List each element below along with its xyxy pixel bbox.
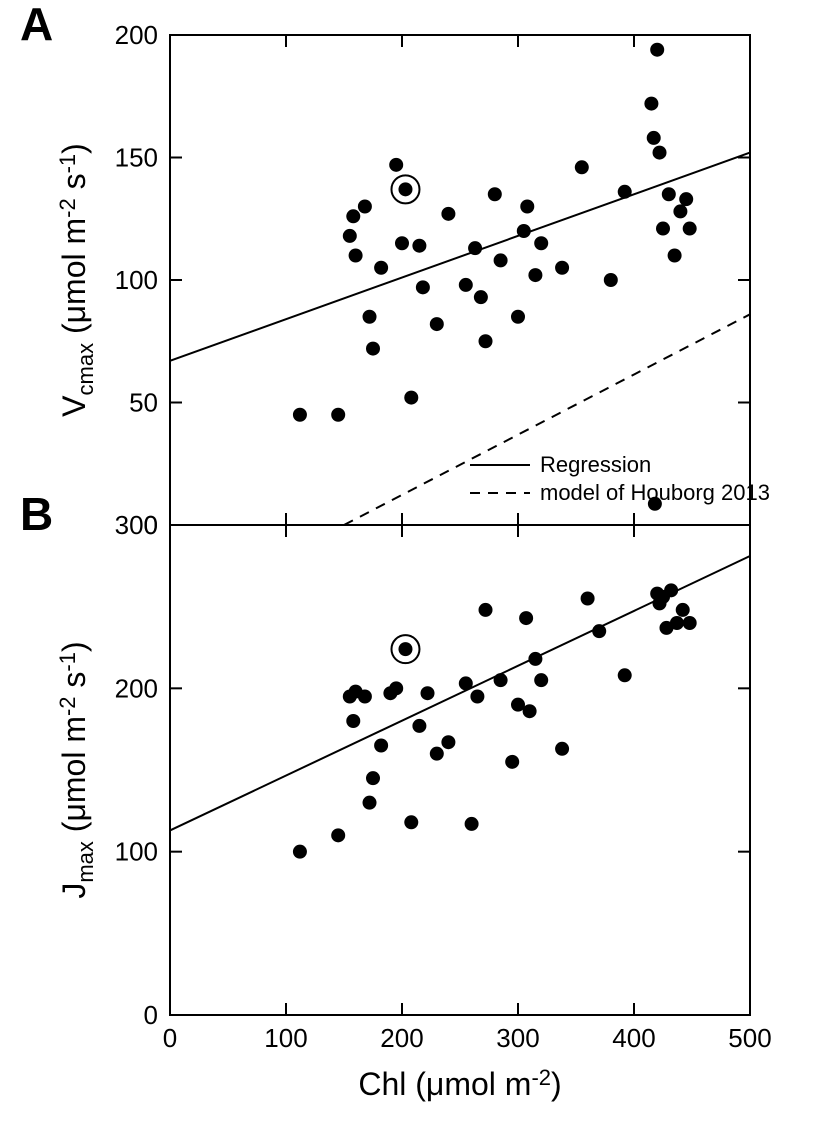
data-point [343,229,357,243]
data-point [331,408,345,422]
data-point [528,652,542,666]
data-point [676,603,690,617]
data-point [494,253,508,267]
data-point [644,97,658,111]
data-point [647,131,661,145]
xtick-label: 0 [163,1023,177,1053]
data-point [349,249,363,263]
data-point [470,690,484,704]
data-point [618,668,632,682]
data-point [293,845,307,859]
data-point [656,222,670,236]
panel-label: A [20,0,53,50]
data-point [648,497,662,511]
xtick-label: 100 [264,1023,307,1053]
data-point [650,43,664,57]
xtick-label: 400 [612,1023,655,1053]
data-point [581,592,595,606]
data-point [664,583,678,597]
data-point [534,673,548,687]
data-point [374,739,388,753]
data-point [363,310,377,324]
y-axis-label: Jmax (μmol m-2 s-1) [55,641,98,898]
ytick-label: 0 [144,1000,158,1030]
data-point [395,236,409,250]
data-point [412,719,426,733]
data-point [465,817,479,831]
data-point [468,241,482,255]
data-point [346,209,360,223]
data-point [604,273,618,287]
data-point [430,317,444,331]
data-point [662,187,676,201]
data-point [520,200,534,214]
data-point [416,280,430,294]
ytick-label: 100 [115,837,158,867]
xtick-label: 500 [728,1023,771,1053]
data-point [511,310,525,324]
data-point [366,771,380,785]
data-point [575,160,589,174]
data-point [668,249,682,263]
data-point [555,742,569,756]
data-point [404,815,418,829]
data-point [398,182,412,196]
data-point [670,616,684,630]
data-point [374,261,388,275]
data-point [366,342,380,356]
data-point [494,673,508,687]
legend-label: Regression [540,452,651,477]
data-point [459,676,473,690]
ytick-label: 300 [115,510,158,540]
data-point [555,261,569,275]
data-point [421,686,435,700]
ytick-label: 200 [115,673,158,703]
data-point [528,268,542,282]
data-point [389,681,403,695]
data-point [358,690,372,704]
ytick-label: 100 [115,265,158,295]
data-point [398,642,412,656]
data-point [517,224,531,238]
data-point [346,714,360,728]
data-point [389,158,403,172]
regression-line [170,153,750,361]
data-point [441,207,455,221]
data-point [363,796,377,810]
data-point [412,239,426,253]
data-point [618,185,632,199]
xtick-label: 300 [496,1023,539,1053]
data-point [404,391,418,405]
data-point [519,611,533,625]
data-point [505,755,519,769]
ytick-label: 200 [115,20,158,50]
data-point [653,146,667,160]
y-axis-label: Vcmax (μmol m-2 s-1) [55,143,98,417]
data-point [479,603,493,617]
data-point [474,290,488,304]
x-axis-label: Chl (μmol m-2) [358,1065,561,1102]
data-point [430,747,444,761]
data-point [488,187,502,201]
data-point [293,408,307,422]
ytick-label: 50 [129,388,158,418]
data-point [523,704,537,718]
data-point [673,204,687,218]
ytick-label: 150 [115,143,158,173]
data-point [683,616,697,630]
data-point [459,278,473,292]
data-point [679,192,693,206]
data-point [358,200,372,214]
data-point [534,236,548,250]
chart-svg: 0 50 100 150 200 A Vcmax (μmol m-2 s-1) Regress… [0,0,816,1135]
data-point [592,624,606,638]
xtick-label: 200 [380,1023,423,1053]
figure-container: 0 50 100 150 200 A Vcmax (μmol m-2 s-1) Regress… [0,0,816,1135]
panel-label: B [20,488,53,540]
data-point [441,735,455,749]
data-point [683,222,697,236]
data-point [331,828,345,842]
data-point [479,334,493,348]
